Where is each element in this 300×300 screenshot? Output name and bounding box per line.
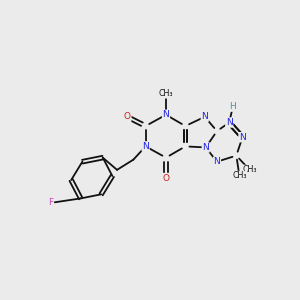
Text: N: N	[202, 143, 209, 152]
Text: CH₃: CH₃	[159, 89, 173, 98]
Text: CH₃: CH₃	[242, 165, 257, 174]
Text: O: O	[124, 112, 131, 121]
Text: CH₃: CH₃	[232, 172, 247, 181]
Text: F: F	[48, 198, 53, 207]
Text: N: N	[239, 133, 246, 142]
Text: N: N	[226, 118, 232, 127]
Text: H: H	[230, 102, 236, 111]
Text: O: O	[163, 173, 170, 182]
Text: N: N	[201, 112, 208, 121]
Text: N: N	[163, 110, 170, 119]
Text: N: N	[142, 142, 149, 151]
Text: N: N	[214, 157, 220, 166]
